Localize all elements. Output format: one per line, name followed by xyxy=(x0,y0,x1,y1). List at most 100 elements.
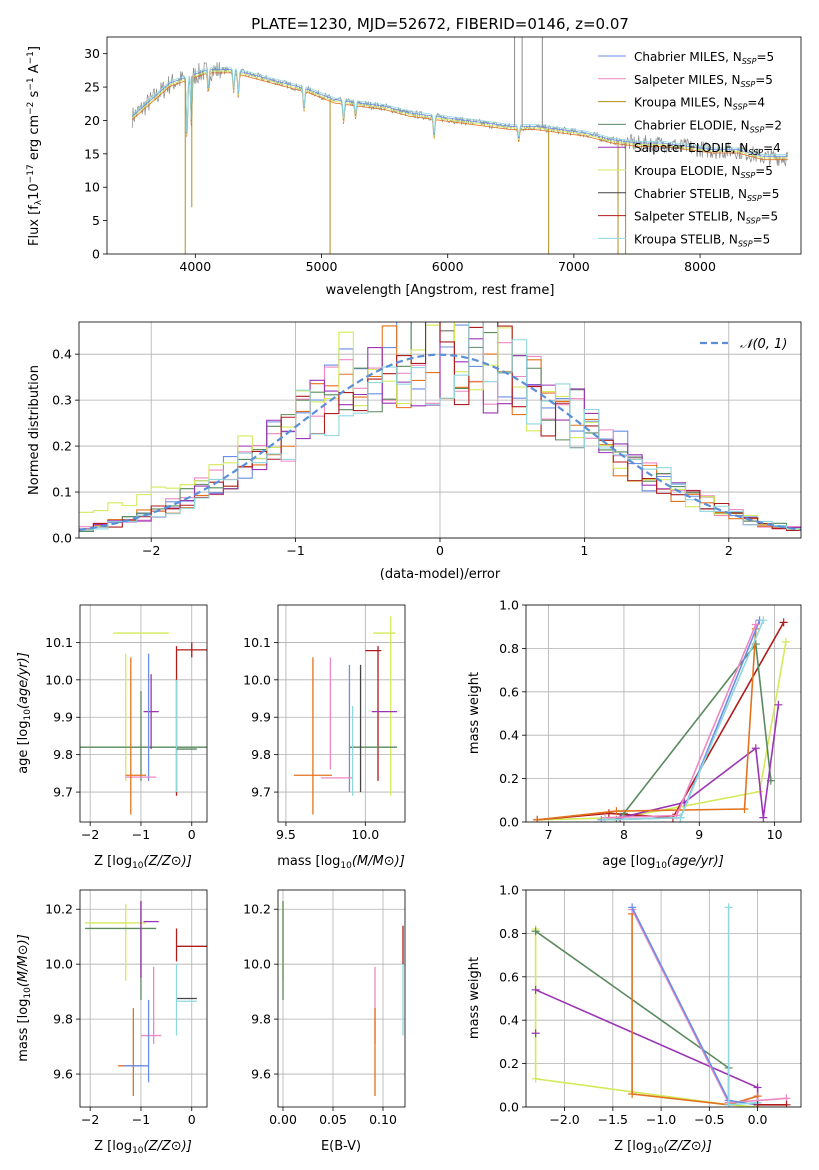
grid xyxy=(80,605,207,822)
x-tick-label: 0.10 xyxy=(369,1112,397,1127)
ticks: 4000 5000 6000 7000 8000 0 5 10 15 20 25 30 xyxy=(84,46,716,274)
point-marker xyxy=(759,616,768,625)
y-tick-label: 5 xyxy=(92,213,100,228)
x-tick-label: 9 xyxy=(695,827,703,842)
legend-label: Chabrier STELIB, NSSP=5 xyxy=(634,187,779,203)
x-tick-label: −1.5 xyxy=(598,1112,628,1127)
y-tick-label: 9.7 xyxy=(53,785,73,800)
y-tick-label: 15 xyxy=(84,146,100,161)
x-axis-label: E(B-V) xyxy=(321,1139,361,1154)
x-tick-label: 0 xyxy=(188,827,196,842)
y-axis-label: mass weight xyxy=(467,672,482,754)
y-tick-label: 0.6 xyxy=(499,969,519,984)
x-tick-label: 0 xyxy=(436,543,444,558)
y-tick-label: 0.3 xyxy=(52,393,72,408)
model-spectrum xyxy=(131,67,788,156)
point-marker xyxy=(751,744,760,753)
y-tick-label: 25 xyxy=(84,80,100,95)
x-tick-label: −1 xyxy=(132,827,150,842)
plot-area xyxy=(131,37,789,254)
y-axis-label: mass [log10(M/M⊙)] xyxy=(16,934,33,1062)
point-marker xyxy=(531,927,540,936)
legend: 𝒩(0, 1) xyxy=(700,337,787,352)
axes-1: 4000 5000 6000 7000 8000 0 5 10 15 20 25 30 Chabrier… xyxy=(26,36,802,298)
ticks: 0.00 0.05 0.10 9.6 9.8 10.0 10.2 xyxy=(243,902,397,1127)
series-line xyxy=(605,619,765,821)
x-tick-label: −0.5 xyxy=(694,1112,724,1127)
ticks: 9.5 10.0 9.7 9.8 9.9 10.0 10.1 xyxy=(243,635,379,842)
y-tick-label: 10.1 xyxy=(45,635,73,650)
plot-area xyxy=(282,900,404,1097)
histogram-step xyxy=(79,322,801,532)
legend: Chabrier MILES, NSSP=5 Salpeter MILES, NS… xyxy=(598,50,782,248)
errorbar-point xyxy=(176,642,207,658)
plot-area xyxy=(80,632,207,815)
x-axis-label: Z [log10(Z/Z⊙)] xyxy=(614,1139,712,1156)
y-tick-label: 0.4 xyxy=(52,347,72,362)
y-tick-label: 0.0 xyxy=(52,531,72,546)
model-spectrum xyxy=(131,69,788,157)
ticks: −2 −1 0 9.6 9.8 10.0 10.2 xyxy=(45,902,196,1127)
y-tick-label: 0.6 xyxy=(499,684,519,699)
axes-frame xyxy=(79,604,208,823)
y-tick-label: 0.2 xyxy=(52,439,72,454)
x-axis-label: wavelength [Angstrom, rest frame] xyxy=(326,283,555,298)
y-tick-label: 9.6 xyxy=(53,1067,73,1082)
x-tick-label: 0.0 xyxy=(748,1112,768,1127)
ticks: −2.0 −1.5 −1.0 −0.5 0.0 0.0 0.2 0.4 0.6 0.8 1.0 xyxy=(499,883,767,1128)
x-axis-label: mass [log10(M/M⊙)] xyxy=(277,854,405,871)
histogram-step xyxy=(79,322,801,530)
x-tick-label: 0 xyxy=(188,1112,196,1127)
y-tick-label: 9.6 xyxy=(251,1067,271,1082)
x-tick-label: 10.0 xyxy=(351,827,379,842)
x-tick-label: −2 xyxy=(142,543,160,558)
axes-6: −2 −1 0 9.6 9.8 10.0 10.2 Z [log10(Z/Z⊙)] mass [… xyxy=(16,889,208,1156)
y-tick-label: 10.0 xyxy=(243,672,271,687)
x-tick-label: 7000 xyxy=(558,259,590,274)
point-marker xyxy=(531,1029,540,1038)
x-tick-label: 9.5 xyxy=(276,827,296,842)
series-line xyxy=(631,907,758,1106)
point-marker xyxy=(676,813,685,822)
model-spectrum xyxy=(131,72,788,161)
point-marker xyxy=(612,807,621,816)
x-tick-label: 4000 xyxy=(179,259,211,274)
y-axis-label: Normed distribution xyxy=(27,365,42,495)
axes-frame xyxy=(277,604,406,823)
y-tick-label: 1.0 xyxy=(499,883,519,898)
plot-area xyxy=(531,903,791,1107)
y-tick-label: 9.7 xyxy=(251,785,271,800)
point-marker xyxy=(628,1089,637,1098)
histogram-step xyxy=(79,322,801,531)
y-axis-label: Flux [fλ10−17 erg cm−2 s−1 A−1] xyxy=(26,46,44,246)
y-tick-label: 10.0 xyxy=(45,672,73,687)
y-tick-label: 9.8 xyxy=(251,747,271,762)
axes-2: −2 −1 0 1 2 0.0 0.1 0.2 0.3 0.4 𝒩(0, 1) (data-model… xyxy=(27,321,802,582)
x-tick-label: 0.05 xyxy=(319,1112,347,1127)
x-tick-label: 5000 xyxy=(306,259,338,274)
x-axis-label: Z [log10(Z/Z⊙)] xyxy=(94,1139,192,1156)
point-marker xyxy=(740,804,749,813)
y-tick-label: 9.8 xyxy=(53,747,73,762)
legend-label: Chabrier MILES, NSSP=5 xyxy=(634,50,774,66)
x-tick-label: 6000 xyxy=(432,259,464,274)
point-marker xyxy=(628,903,637,912)
x-tick-label: −1 xyxy=(286,543,304,558)
point-marker xyxy=(604,809,613,818)
axes-frame xyxy=(525,889,802,1108)
series-line xyxy=(537,628,757,821)
series-line xyxy=(534,929,758,1107)
legend-label: Kroupa MILES, NSSP=4 xyxy=(634,96,765,112)
axes-frame xyxy=(78,321,802,539)
histogram-step xyxy=(79,322,801,530)
point-marker xyxy=(531,985,540,994)
y-tick-label: 1.0 xyxy=(499,598,519,613)
x-axis-label: Z [log10(Z/Z⊙)] xyxy=(94,854,192,871)
x-tick-label: 8000 xyxy=(684,259,716,274)
y-tick-label: 0.8 xyxy=(499,926,519,941)
plot-area xyxy=(293,616,398,815)
axes-frame xyxy=(79,889,208,1108)
point-marker xyxy=(533,815,542,822)
y-axis-label: age [log10(age/yr)] xyxy=(16,652,33,774)
